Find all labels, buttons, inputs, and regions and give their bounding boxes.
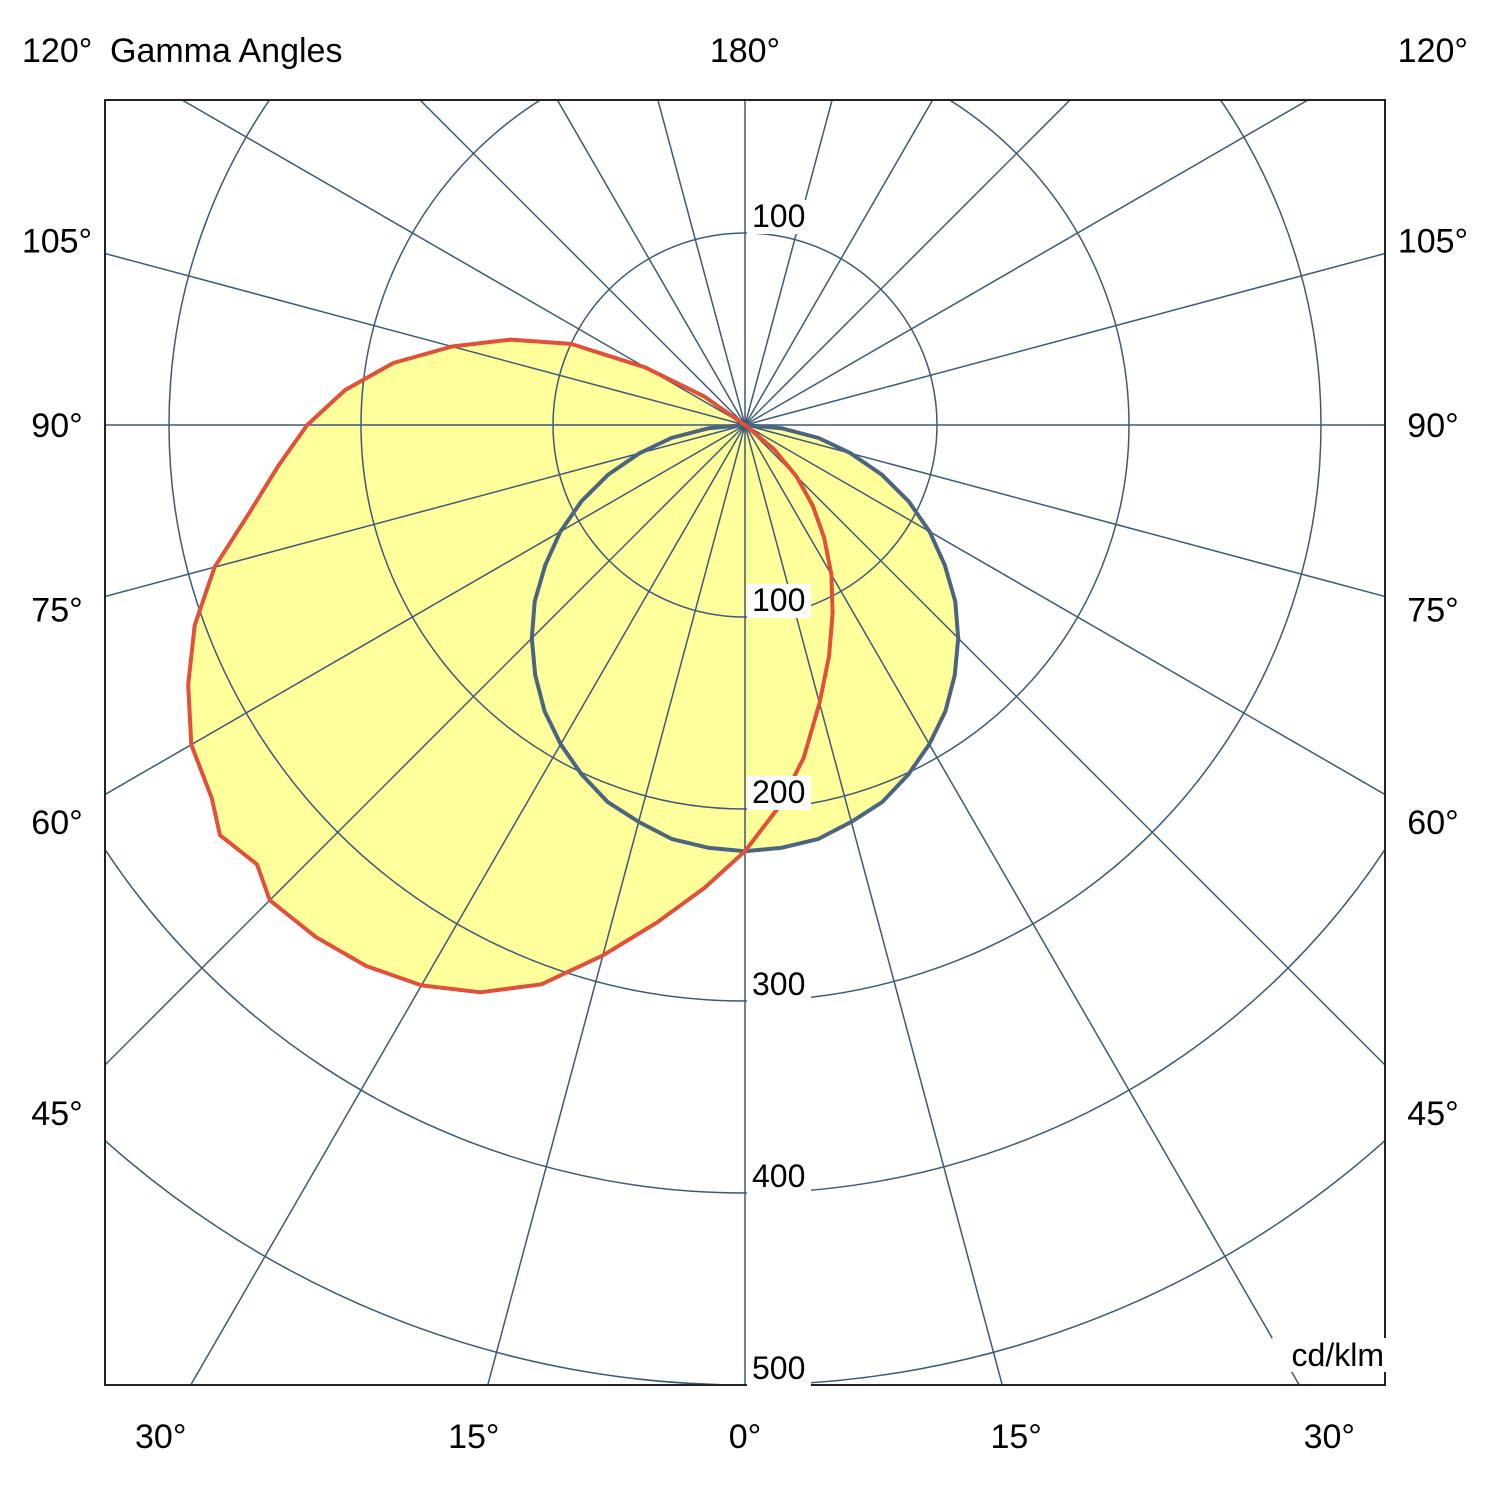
grid-spoke-345 <box>744 424 1004 1385</box>
grid-spoke-300 <box>744 424 1385 796</box>
grid-spoke-240 <box>744 100 1310 426</box>
grid-circle-300 <box>168 100 1322 1002</box>
grid-spoke-135 <box>418 100 746 426</box>
gamma-label-top-left: 120° <box>22 32 92 70</box>
grid-spoke-315 <box>744 424 1385 1067</box>
grid-spoke-210 <box>744 100 934 426</box>
grid-spoke-30 <box>189 424 746 1385</box>
gamma-angle-label: 75° <box>1407 591 1458 629</box>
radial-tick-label: 500 <box>752 1350 805 1386</box>
gamma-angle-label: 105° <box>1398 223 1468 261</box>
grid-spoke-45 <box>105 424 746 1067</box>
curve-c-plane-red <box>186 337 835 995</box>
radial-tick-label-background <box>747 776 811 810</box>
gamma-angle-label: 15° <box>448 1418 499 1456</box>
unit-label-background <box>1272 1338 1388 1372</box>
grid-spoke-60 <box>105 424 746 796</box>
gamma-angle-label: 30° <box>135 1418 186 1456</box>
radial-tick-label-background <box>747 1160 811 1194</box>
radial-tick-labels: 100 200 300 400 500 100 <box>747 198 811 1386</box>
grid-spoke-75 <box>105 424 746 598</box>
radial-tick-label-background <box>747 968 811 1002</box>
gamma-angle-labels: 105° 90° 75° 60° 45° 105° 90° 75° 60° 45° 30° 15° 0°… <box>22 223 1468 1456</box>
grid-circle-400 <box>105 847 1385 1194</box>
radial-tick-label: 100 <box>752 582 805 618</box>
gamma-angle-label: 105° <box>22 223 92 261</box>
radial-tick-label-background <box>747 584 811 618</box>
gamma-angle-label: 90° <box>1407 407 1458 445</box>
intensity-fill-red <box>188 339 833 993</box>
gamma-angle-label: 15° <box>990 1418 1041 1456</box>
gamma-angle-label: 45° <box>1407 1095 1458 1133</box>
gamma-angle-label: 45° <box>31 1095 82 1133</box>
gamma-angle-label: 60° <box>1407 804 1458 842</box>
plot-border <box>104 99 1386 1386</box>
grid-circle-200 <box>360 100 1130 810</box>
grid-spoke-330 <box>744 424 1301 1385</box>
grid-spoke-255 <box>744 252 1385 426</box>
gamma-angle-label: 75° <box>31 591 82 629</box>
intensity-curves-layer <box>186 337 961 995</box>
grid-spoke-195 <box>744 100 833 426</box>
radial-tick-label: 200 <box>752 774 805 810</box>
grid-spoke-15 <box>486 424 746 1385</box>
radial-unit-label: cd/klm <box>1292 1337 1384 1373</box>
static-labels: 120° Gamma Angles 180° 120° cd/klm <box>22 32 1468 1373</box>
grid-spoke-285 <box>744 424 1385 598</box>
gamma-label-top-center: 180° <box>710 32 780 70</box>
gamma-label-top-right: 120° <box>1398 32 1468 70</box>
radial-tick-label-background <box>747 200 811 234</box>
gamma-angle-label: 90° <box>31 407 82 445</box>
grid-spoke-150 <box>556 100 746 426</box>
grid-spoke-225 <box>744 100 1072 426</box>
chart-title: Gamma Angles <box>110 32 342 70</box>
grid-spoke-165 <box>657 100 746 426</box>
radial-tick-label: 400 <box>752 1158 805 1194</box>
radial-tick-label-background <box>747 1352 811 1386</box>
gamma-angle-label: 0° <box>729 1418 762 1456</box>
gamma-angle-label: 60° <box>31 804 82 842</box>
radial-tick-label: 300 <box>752 966 805 1002</box>
radial-tick-label: 100 <box>752 198 805 234</box>
grid-spoke-105 <box>105 252 746 426</box>
gamma-angle-label: 30° <box>1304 1418 1355 1456</box>
grid-spoke-120 <box>180 100 746 426</box>
intensity-fill-layer <box>188 339 959 993</box>
grid-circle-100 <box>552 232 938 618</box>
